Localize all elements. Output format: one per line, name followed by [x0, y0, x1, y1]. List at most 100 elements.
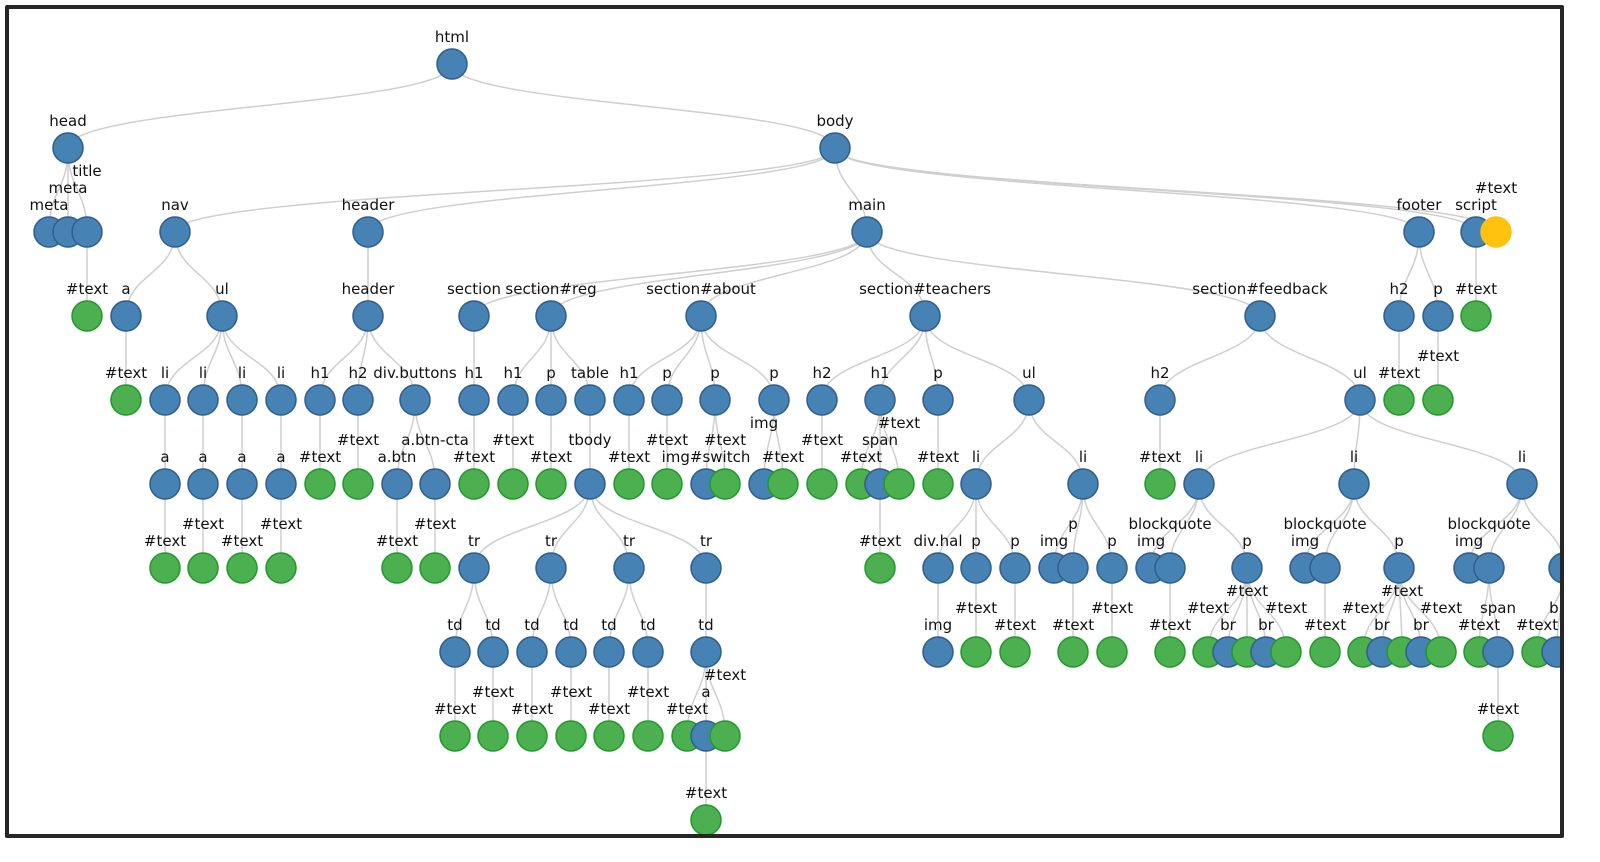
text-node[interactable] [71, 300, 103, 332]
text-node[interactable] [960, 636, 992, 668]
text-node[interactable] [1154, 636, 1186, 668]
element-node[interactable] [206, 300, 238, 332]
element-node[interactable] [1548, 552, 1564, 584]
text-node[interactable] [1144, 468, 1176, 500]
element-node[interactable] [960, 552, 992, 584]
element-node[interactable] [574, 468, 606, 500]
text-node[interactable] [419, 552, 451, 584]
element-node[interactable] [922, 636, 954, 668]
element-node[interactable] [613, 384, 645, 416]
text-node[interactable] [709, 468, 741, 500]
element-node[interactable] [1096, 552, 1128, 584]
element-node[interactable] [819, 132, 851, 164]
text-node[interactable] [1383, 384, 1415, 416]
text-node[interactable] [381, 552, 413, 584]
element-node[interactable] [71, 216, 103, 248]
text-node[interactable] [342, 468, 374, 500]
element-node[interactable] [864, 384, 896, 416]
text-node[interactable] [458, 468, 490, 500]
element-node[interactable] [1231, 552, 1263, 584]
text-node[interactable] [1482, 720, 1514, 752]
element-node[interactable] [922, 552, 954, 584]
text-node[interactable] [883, 468, 915, 500]
text-node[interactable] [110, 384, 142, 416]
element-node[interactable] [1309, 552, 1341, 584]
element-node[interactable] [909, 300, 941, 332]
text-node[interactable] [535, 468, 567, 500]
element-node[interactable] [52, 132, 84, 164]
element-node[interactable] [226, 468, 258, 500]
element-node[interactable] [516, 636, 548, 668]
text-node[interactable] [497, 468, 529, 500]
text-node[interactable] [632, 720, 664, 752]
element-node[interactable] [342, 384, 374, 416]
element-node[interactable] [149, 384, 181, 416]
element-node[interactable] [458, 384, 490, 416]
highlighted-node[interactable] [1480, 216, 1512, 248]
text-node[interactable] [1422, 384, 1454, 416]
element-node[interactable] [458, 552, 490, 584]
text-node[interactable] [709, 720, 741, 752]
element-node[interactable] [613, 552, 645, 584]
text-node[interactable] [265, 552, 297, 584]
text-node[interactable] [767, 468, 799, 500]
element-node[interactable] [758, 384, 790, 416]
text-node[interactable] [999, 636, 1031, 668]
text-node[interactable] [187, 552, 219, 584]
text-node[interactable] [226, 552, 258, 584]
element-node[interactable] [699, 384, 731, 416]
element-node[interactable] [1383, 552, 1415, 584]
element-node[interactable] [1067, 468, 1099, 500]
text-node[interactable] [806, 468, 838, 500]
element-node[interactable] [806, 384, 838, 416]
element-node[interactable] [851, 216, 883, 248]
element-node[interactable] [632, 636, 664, 668]
element-node[interactable] [458, 300, 490, 332]
element-node[interactable] [1482, 636, 1514, 668]
element-node[interactable] [1422, 300, 1454, 332]
element-node[interactable] [574, 384, 606, 416]
element-node[interactable] [110, 300, 142, 332]
text-node[interactable] [1425, 636, 1457, 668]
element-node[interactable] [1338, 468, 1370, 500]
element-node[interactable] [1154, 552, 1186, 584]
element-node[interactable] [1383, 300, 1415, 332]
element-node[interactable] [685, 300, 717, 332]
text-node[interactable] [516, 720, 548, 752]
element-node[interactable] [159, 216, 191, 248]
element-node[interactable] [187, 384, 219, 416]
text-node[interactable] [864, 552, 896, 584]
element-node[interactable] [535, 384, 567, 416]
text-node[interactable] [1057, 636, 1089, 668]
text-node[interactable] [651, 468, 683, 500]
element-node[interactable] [999, 552, 1031, 584]
element-node[interactable] [399, 384, 431, 416]
text-node[interactable] [149, 552, 181, 584]
element-node[interactable] [690, 552, 722, 584]
element-node[interactable] [535, 300, 567, 332]
element-node[interactable] [477, 636, 509, 668]
element-node[interactable] [651, 384, 683, 416]
element-node[interactable] [149, 468, 181, 500]
element-node[interactable] [1506, 468, 1538, 500]
text-node[interactable] [304, 468, 336, 500]
element-node[interactable] [555, 636, 587, 668]
element-node[interactable] [690, 636, 722, 668]
element-node[interactable] [419, 468, 451, 500]
text-node[interactable] [922, 468, 954, 500]
element-node[interactable] [1541, 636, 1564, 668]
element-node[interactable] [265, 468, 297, 500]
text-node[interactable] [555, 720, 587, 752]
text-node[interactable] [1309, 636, 1341, 668]
element-node[interactable] [352, 300, 384, 332]
text-node[interactable] [613, 468, 645, 500]
text-node[interactable] [593, 720, 625, 752]
element-node[interactable] [593, 636, 625, 668]
element-node[interactable] [1473, 552, 1505, 584]
element-node[interactable] [439, 636, 471, 668]
text-node[interactable] [690, 804, 722, 835]
element-node[interactable] [381, 468, 413, 500]
element-node[interactable] [226, 384, 258, 416]
element-node[interactable] [187, 468, 219, 500]
element-node[interactable] [922, 384, 954, 416]
